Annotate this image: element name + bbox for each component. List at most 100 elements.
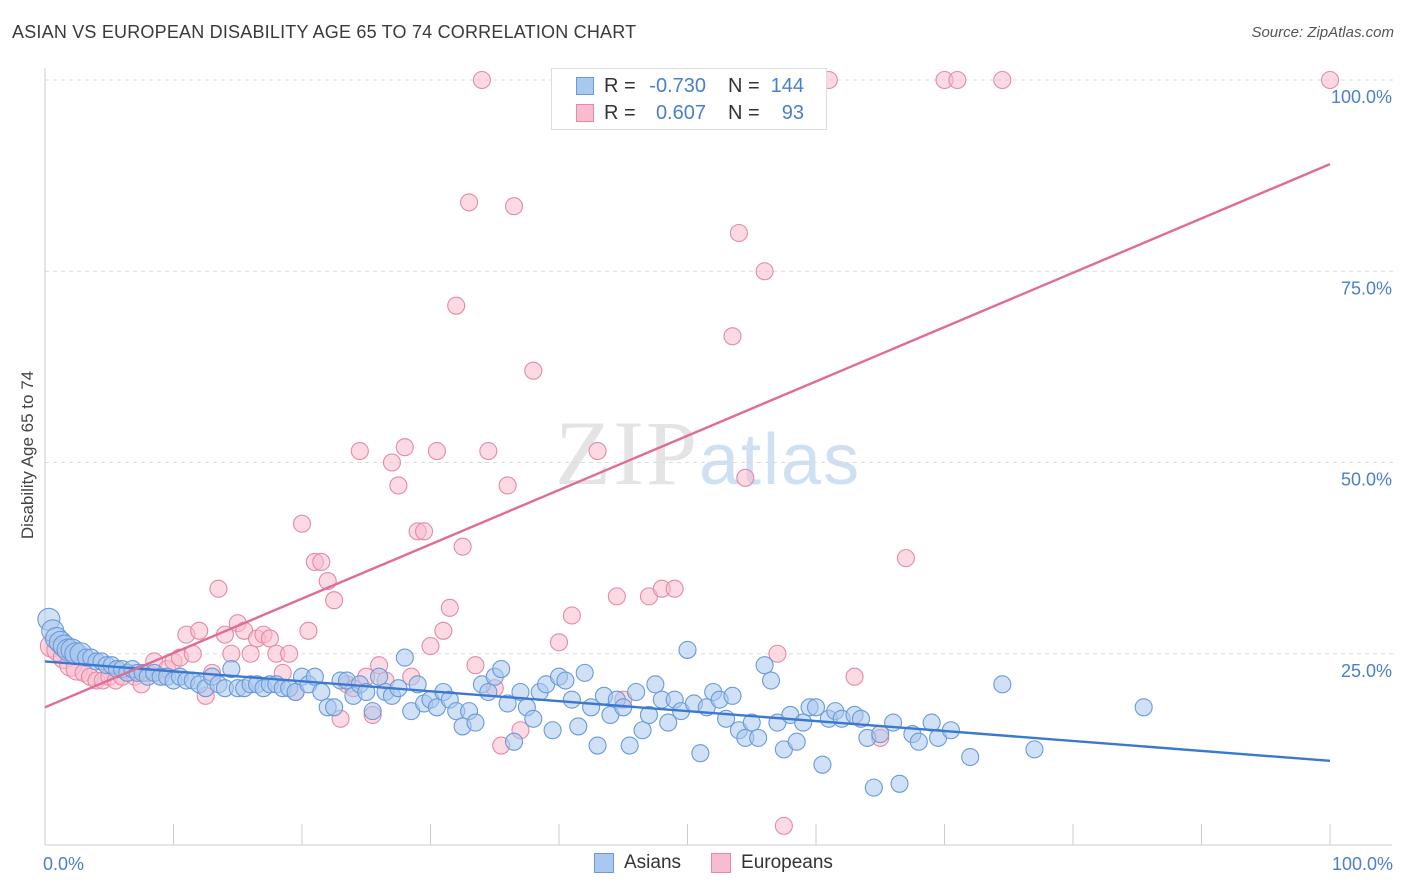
legend-r-value: -0.730 [649, 74, 706, 97]
asians-point [466, 713, 485, 732]
europeans-point [292, 514, 312, 533]
europeans-point [948, 70, 967, 90]
asians-point [492, 659, 511, 679]
legend-n-label: N = [728, 101, 760, 124]
tick-labels: 25.0% 50.0% 75.0% 100.0% 0.0% 100.0% [43, 87, 1393, 874]
watermark-atlas: atlas [699, 420, 862, 500]
asians-point [1025, 740, 1044, 759]
europeans-point [421, 637, 440, 656]
europeans-point [504, 197, 524, 216]
europeans-point [665, 579, 684, 598]
x-tick-label: 100.0% [1332, 854, 1393, 874]
europeans-point [896, 549, 916, 568]
europeans-point [440, 598, 459, 617]
europeans-point [479, 441, 498, 461]
europeans-point [260, 629, 279, 648]
asians-point [890, 774, 909, 793]
asians-trendline [44, 660, 1331, 763]
watermark: ZIPatlas [555, 400, 861, 506]
asians-point [408, 675, 427, 694]
europeans-point [845, 667, 864, 686]
europeans-points [39, 70, 1340, 835]
legend-n-label: N = [728, 74, 760, 97]
y-tick-label: 50.0% [1341, 470, 1392, 490]
asians-point [691, 744, 710, 763]
europeans-point [768, 644, 787, 663]
series-label-asians: Asians [624, 852, 682, 873]
europeans-point [447, 296, 466, 315]
series-legend-europeans[interactable]: Europeans [711, 852, 833, 874]
legend-r-value: 0.607 [655, 101, 706, 124]
asians-point [575, 663, 594, 682]
asians-point [479, 682, 498, 702]
asians-point [370, 667, 389, 686]
europeans-point [299, 621, 318, 640]
europeans-point [498, 476, 517, 495]
asians-point [1134, 698, 1153, 717]
asians-point [395, 648, 414, 667]
asians-point [222, 659, 241, 679]
series-label-europeans: Europeans [741, 852, 833, 873]
asians-point [678, 640, 697, 659]
asians-point [993, 675, 1012, 694]
asians-point [556, 671, 575, 690]
asians-point [755, 656, 774, 675]
asians-point [312, 682, 331, 702]
europeans-point [774, 816, 793, 835]
asians-point [909, 732, 928, 751]
asians-point [813, 755, 832, 774]
asians-point [646, 675, 665, 694]
europeans-point [755, 262, 774, 281]
asians-point [569, 717, 588, 736]
europeans-point [723, 327, 742, 346]
europeans-point [524, 361, 543, 380]
asians-point [961, 747, 980, 767]
europeans-point [312, 552, 331, 572]
legend-r-label: R = [604, 74, 636, 97]
asians-point [806, 698, 826, 717]
europeans-point [415, 522, 434, 541]
europeans-point [190, 621, 209, 640]
legend-n-value: 144 [770, 74, 804, 97]
chart-title: ASIAN VS EUROPEAN DISABILITY AGE 65 TO 7… [12, 22, 637, 42]
y-axis-label: Disability Age 65 to 74 [18, 371, 37, 539]
asians-point [543, 721, 562, 740]
europeans-point [434, 621, 453, 640]
europeans-point [736, 468, 755, 487]
europeans-point [588, 441, 607, 461]
europeans-point [472, 70, 491, 90]
asians-point [325, 698, 344, 717]
series-legend-asians[interactable]: Asians [594, 852, 681, 874]
europeans-point [427, 441, 446, 461]
europeans-point [549, 633, 569, 652]
source-credit: Source: ZipAtlas.com [1251, 24, 1394, 41]
asians-point [659, 713, 678, 732]
trendlines [44, 163, 1331, 763]
asians-point [627, 682, 646, 702]
legend-swatch-asians [576, 77, 594, 95]
asians-point [787, 732, 806, 751]
asians-point [588, 736, 607, 755]
asians-point [639, 705, 659, 725]
europeans-point [562, 606, 581, 625]
grid-lines [45, 79, 1395, 655]
y-tick-label: 100.0% [1331, 87, 1392, 107]
asians-point [761, 671, 781, 690]
europeans-point [993, 70, 1012, 90]
europeans-point [466, 656, 485, 675]
legend-row-europeans: R = 0.607 N = 93 [576, 101, 804, 125]
europeans-point [241, 644, 260, 663]
series-legend: Asians Europeans [594, 852, 863, 874]
europeans-point [222, 644, 241, 663]
legend-n-value: 93 [781, 101, 804, 124]
europeans-trendline [44, 163, 1331, 709]
asians-point [363, 702, 382, 721]
asians-point [524, 709, 543, 728]
legend-row-asians: R = -0.730 N = 144 [576, 74, 804, 98]
europeans-point [280, 644, 299, 663]
watermark-zip: ZIP [555, 402, 699, 504]
europeans-point [1320, 70, 1340, 90]
europeans-point [350, 441, 369, 461]
asians-point [742, 713, 761, 732]
